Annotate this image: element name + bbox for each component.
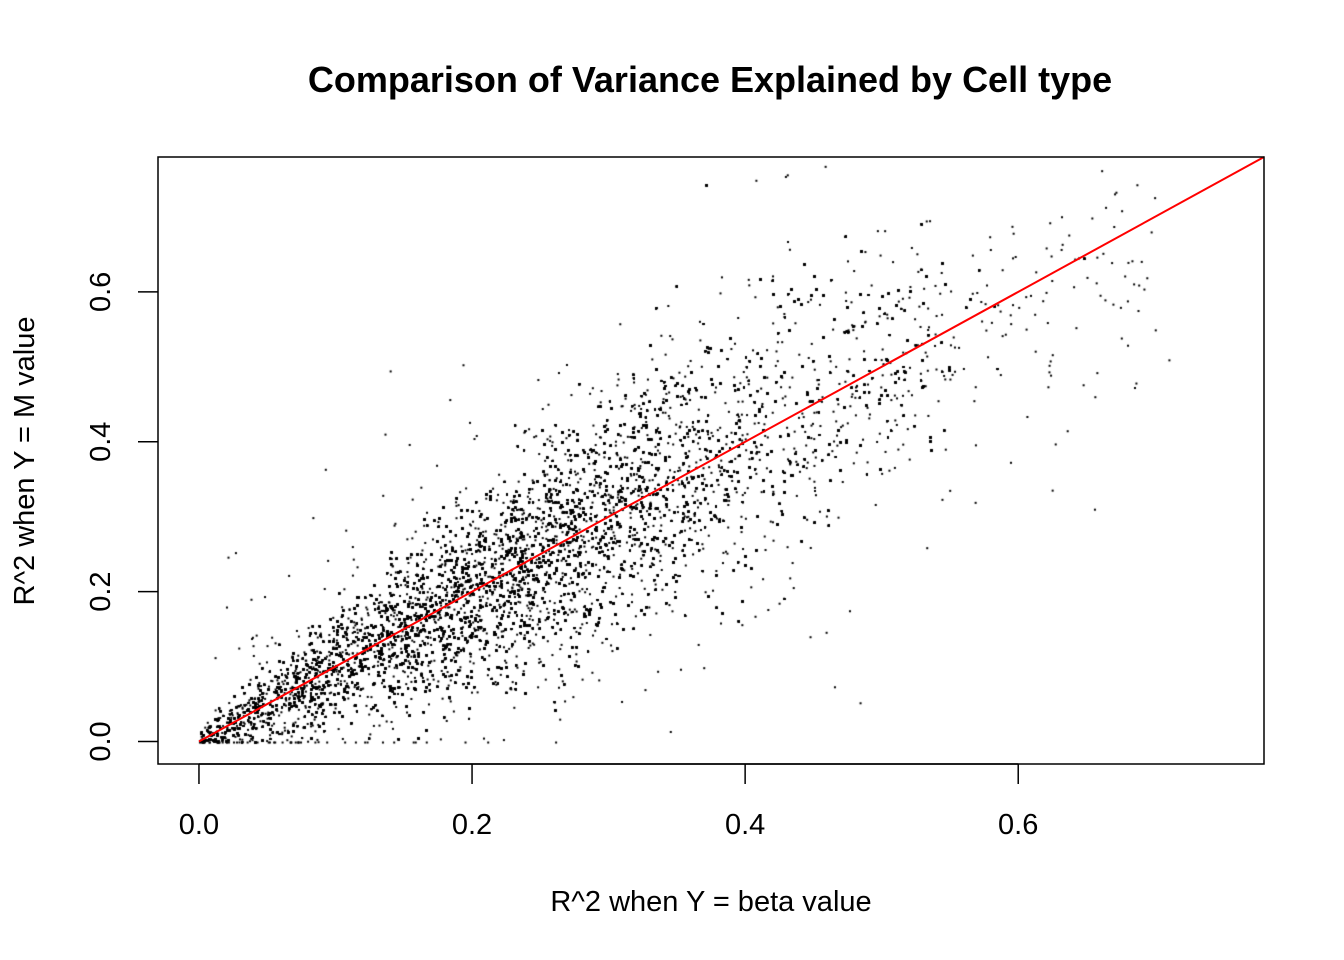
y-tick-label: 0.6: [85, 272, 117, 312]
x-tick-label: 0.0: [179, 809, 219, 841]
y-tick-label: 0.2: [85, 571, 117, 611]
y-tick-label: 0.0: [85, 721, 117, 761]
y-tick-label: 0.4: [85, 422, 117, 462]
y-axis-label: R^2 when Y = M value: [9, 316, 41, 605]
y-axis: 0.0 0.2 0.4 0.6: [85, 272, 158, 762]
reference-line-layer: [198, 156, 1265, 743]
x-tick-label: 0.2: [452, 809, 492, 841]
x-tick-label: 0.6: [998, 809, 1038, 841]
chart-title: Comparison of Variance Explained by Cell…: [308, 59, 1112, 100]
x-tick-label: 0.4: [725, 809, 765, 841]
x-axis: 0.0 0.2 0.4 0.6: [179, 763, 1038, 841]
x-axis-label: R^2 when Y = beta value: [550, 886, 871, 918]
reference-line: [198, 156, 1265, 743]
